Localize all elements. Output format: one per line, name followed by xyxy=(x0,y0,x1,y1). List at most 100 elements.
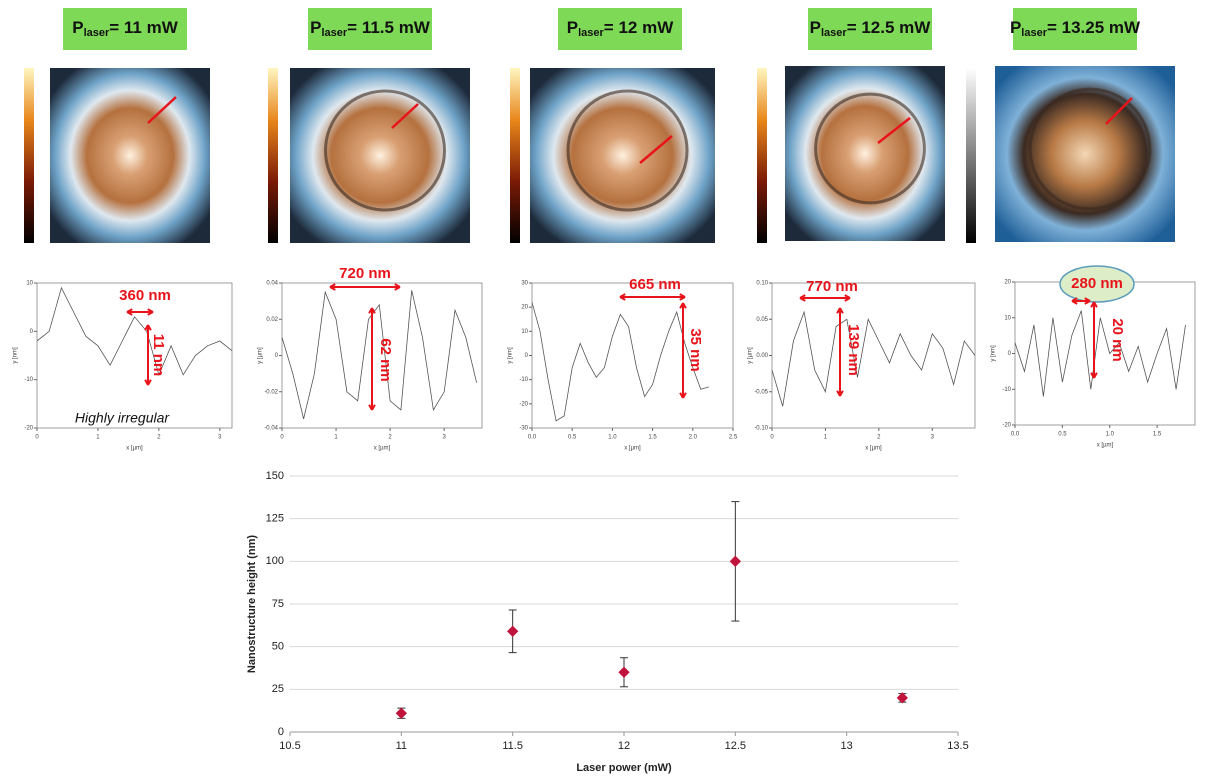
y-tick-label: 30 xyxy=(521,281,528,287)
title-symbol: P xyxy=(310,18,321,37)
x-tick-label: 12.5 xyxy=(725,740,746,752)
header-box xyxy=(63,8,187,50)
afm-image xyxy=(530,68,715,243)
x-tick-label: 1.0 xyxy=(1106,432,1115,438)
arrow-head xyxy=(144,379,152,386)
scan-line xyxy=(1105,97,1133,125)
y-tick-label: -10 xyxy=(24,377,33,383)
x-tick-label: 10.5 xyxy=(279,740,300,752)
title-value: = 12.5 mW xyxy=(847,18,932,37)
arrow-head xyxy=(126,308,133,316)
y-axis-label: Nanostructure height (nm) xyxy=(246,535,258,673)
y-tick-label: 0.02 xyxy=(266,317,278,323)
profile-frame xyxy=(36,282,233,429)
y-tick-label: 10 xyxy=(521,329,528,335)
arrow-head xyxy=(679,293,686,301)
period-label: 770 nm xyxy=(806,278,858,295)
y-tick-label: -0.05 xyxy=(754,389,768,395)
x-tick-label: 1.5 xyxy=(648,435,657,441)
arrow-head xyxy=(144,324,152,331)
colorbar xyxy=(966,68,976,243)
title-symbol: P xyxy=(1010,18,1021,37)
height-label: 139 nm xyxy=(845,324,862,376)
title-symbol: P xyxy=(72,18,83,37)
y-tick-label: 0 xyxy=(275,353,279,359)
x-tick-label: 3 xyxy=(442,435,446,441)
scan-line xyxy=(391,103,419,129)
y-tick-label: -20 xyxy=(519,401,528,407)
header-box xyxy=(558,8,682,50)
afm-image xyxy=(995,66,1175,242)
y-tick-label: 100 xyxy=(266,555,284,567)
x-tick-label: 2 xyxy=(388,435,392,441)
afm-ring xyxy=(324,89,446,212)
arrow-head xyxy=(679,392,687,399)
x-tick-label: 12 xyxy=(618,740,630,752)
y-tick-label: 20 xyxy=(1004,280,1011,286)
y-tick-label: 75 xyxy=(272,598,284,610)
y-tick-label: 25 xyxy=(272,683,284,695)
profile-frame xyxy=(771,282,976,429)
y-tick-label: 50 xyxy=(272,641,284,653)
y-tick-label: 0.10 xyxy=(756,281,768,287)
y-tick-label: 10 xyxy=(1004,315,1011,321)
period-label: 665 nm xyxy=(629,276,681,293)
period-label: 360 nm xyxy=(119,287,171,304)
period-label: 280 nm xyxy=(1071,275,1123,292)
y-tick-label: 20 xyxy=(521,305,528,311)
profile-frame xyxy=(1014,281,1196,426)
arrow-head xyxy=(1071,297,1078,305)
y-tick-label: 0.04 xyxy=(266,281,278,287)
data-point xyxy=(729,555,741,567)
panel-title: Plaser= 13.25 mW xyxy=(1010,18,1141,38)
profile-line xyxy=(531,302,710,422)
x-tick-label: 0.5 xyxy=(568,435,577,441)
x-tick-label: 2 xyxy=(157,435,161,441)
period-label: 720 nm xyxy=(339,265,391,282)
y-axis-label: y [nm] xyxy=(508,347,514,364)
label-bubble xyxy=(1059,265,1135,303)
x-tick-label: 13 xyxy=(841,740,853,752)
y-tick-label: -30 xyxy=(519,426,528,432)
x-tick-label: 0 xyxy=(770,435,774,441)
afm-image xyxy=(290,68,470,243)
arrow-head xyxy=(147,308,154,316)
arrow-head xyxy=(836,390,844,397)
profile-line xyxy=(281,290,477,419)
y-tick-label: 0 xyxy=(1008,351,1012,357)
y-tick-label: 0 xyxy=(30,329,34,335)
header-box xyxy=(308,8,432,50)
arrow-head xyxy=(619,293,626,301)
profile-line xyxy=(1014,310,1186,397)
title-value: = 11.5 mW xyxy=(347,18,431,37)
height-label: 62 nm xyxy=(377,338,394,381)
afm-image xyxy=(785,66,945,241)
data-point xyxy=(618,666,630,678)
x-tick-label: 2.0 xyxy=(689,435,698,441)
x-tick-label: 13.5 xyxy=(947,740,968,752)
header-box xyxy=(1013,8,1137,50)
title-symbol: P xyxy=(567,18,578,37)
x-tick-label: 1 xyxy=(334,435,338,441)
y-axis-label: y [nm] xyxy=(991,345,997,362)
title-value: = 13.25 mW xyxy=(1047,18,1141,37)
scan-line xyxy=(877,117,911,144)
panel-title: Plaser= 12.5 mW xyxy=(810,18,932,38)
y-tick-label: -20 xyxy=(24,426,33,432)
scan-line xyxy=(639,135,673,164)
title-subscript: laser xyxy=(578,27,604,39)
y-axis-label: y [µm] xyxy=(748,347,754,364)
afm-ring xyxy=(814,92,926,205)
header-box xyxy=(808,8,932,50)
arrow-head xyxy=(799,294,806,302)
y-tick-label: -10 xyxy=(1002,387,1011,393)
panel-title: Plaser= 12 mW xyxy=(567,18,674,38)
colorbar xyxy=(24,68,34,243)
y-tick-label: 0 xyxy=(278,726,284,738)
afm-ring xyxy=(566,89,689,212)
y-tick-label: 0.05 xyxy=(756,317,768,323)
profile-line xyxy=(771,310,976,407)
panel-title: Plaser= 11.5 mW xyxy=(310,18,431,38)
x-tick-label: 1.5 xyxy=(1153,432,1162,438)
